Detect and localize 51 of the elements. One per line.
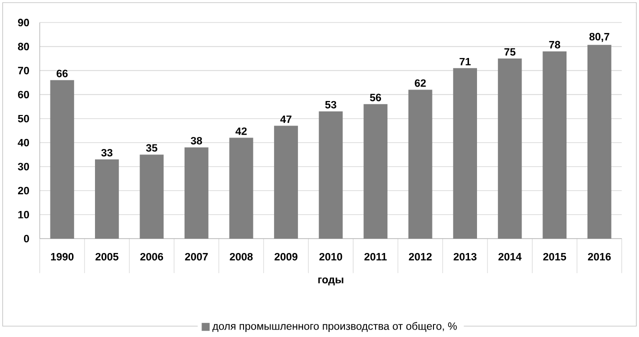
y-tick-label: 90 — [18, 18, 29, 26]
data-label: 33 — [101, 148, 112, 156]
y-tick-label: 60 — [18, 90, 29, 98]
x-tick-label: 2015 — [543, 252, 566, 260]
x-tick-label: 2006 — [140, 252, 164, 260]
data-label: 71 — [460, 58, 471, 66]
y-tick-label: 80 — [18, 42, 29, 50]
bar — [94, 159, 119, 239]
x-tick-label: 2016 — [588, 252, 611, 260]
x-tick-label: 2014 — [498, 252, 522, 260]
x-tick-label: 2010 — [319, 252, 342, 260]
data-label: 35 — [146, 144, 158, 152]
bar — [229, 138, 254, 239]
x-axis-title: годы — [318, 278, 344, 286]
y-tick-label: 50 — [18, 114, 29, 122]
bar — [50, 80, 74, 239]
y-tick-label: 70 — [18, 66, 29, 74]
legend-label: доля промышленного производства от общего, % — [212, 322, 457, 332]
bar — [318, 111, 343, 239]
bar — [587, 44, 612, 239]
data-label: 66 — [56, 70, 68, 78]
x-tick-label: 2008 — [230, 252, 253, 260]
data-label: 56 — [370, 94, 382, 102]
bar — [542, 51, 567, 239]
x-tick-label: 1990 — [51, 252, 74, 260]
data-label: 42 — [236, 127, 247, 135]
x-tick-label: 2011 — [364, 252, 387, 260]
data-label: 78 — [549, 40, 560, 48]
bar — [274, 126, 298, 239]
data-label: 38 — [190, 136, 202, 144]
data-label: 62 — [414, 79, 426, 87]
bar — [498, 58, 522, 239]
x-tick-label: 2005 — [96, 252, 118, 260]
y-tick-label: 30 — [18, 162, 29, 170]
y-tick-label: 10 — [18, 210, 29, 218]
y-tick-label: 20 — [18, 186, 29, 194]
data-label: 53 — [325, 100, 336, 108]
x-tick-label: 2009 — [274, 252, 298, 260]
bar — [140, 154, 164, 239]
data-label: 80,7 — [589, 32, 610, 42]
x-tick-label: 2012 — [408, 252, 432, 260]
x-tick-label: 2013 — [454, 252, 476, 260]
y-tick-label: 0 — [24, 234, 29, 242]
bar — [453, 68, 478, 239]
bar — [364, 104, 388, 239]
bar — [408, 90, 432, 239]
bar — [184, 147, 208, 239]
x-tick-label: 2007 — [185, 252, 208, 260]
data-label: 47 — [280, 116, 292, 123]
y-tick-label: 40 — [18, 138, 29, 146]
data-label: 75 — [504, 48, 516, 56]
